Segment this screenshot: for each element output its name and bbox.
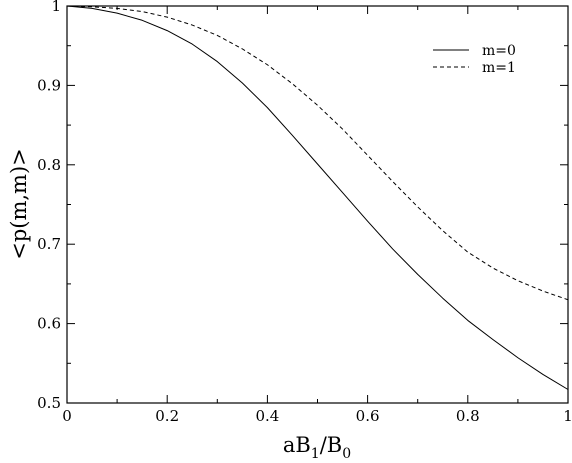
y-axis-ticks bbox=[67, 5, 568, 404]
y-axis-tick-labels: 0.5 0.6 0.7 0.8 0.9 1 bbox=[37, 0, 61, 412]
x-axis-title-base: aB bbox=[283, 433, 311, 457]
series-line-m0 bbox=[66, 5, 569, 390]
x-tick-label: 0.6 bbox=[356, 407, 380, 425]
x-axis-tick-labels: 0 0.2 0.4 0.6 0.8 1 bbox=[62, 407, 572, 425]
x-tick-label: 0.4 bbox=[255, 407, 279, 425]
y-axis-title: <p(m,m)> bbox=[7, 148, 31, 260]
x-tick-label: 0.2 bbox=[155, 407, 179, 425]
y-tick-label: 0.7 bbox=[37, 235, 61, 253]
x-axis-title-sub2: 0 bbox=[342, 446, 351, 462]
legend-label-m0: m=0 bbox=[482, 43, 516, 59]
legend: m=0 m=1 bbox=[433, 43, 516, 76]
legend-label-m1: m=1 bbox=[482, 60, 516, 76]
y-tick-label: 0.6 bbox=[37, 315, 61, 333]
series-layer bbox=[66, 5, 569, 390]
x-tick-label: 0 bbox=[62, 407, 72, 425]
x-tick-label: 1 bbox=[563, 407, 572, 425]
x-axis-title-mid: /B bbox=[320, 433, 343, 457]
x-axis-ticks bbox=[66, 6, 569, 403]
y-tick-label: 0.5 bbox=[37, 394, 61, 412]
y-tick-label: 1 bbox=[51, 0, 61, 15]
y-tick-label: 0.8 bbox=[37, 156, 61, 174]
y-tick-label: 0.9 bbox=[37, 76, 61, 94]
series-line-m1 bbox=[66, 5, 569, 301]
x-tick-label: 0.8 bbox=[456, 407, 480, 425]
x-axis-title-sub1: 1 bbox=[311, 446, 320, 462]
x-axis-title: aB1/B0 bbox=[283, 433, 351, 462]
